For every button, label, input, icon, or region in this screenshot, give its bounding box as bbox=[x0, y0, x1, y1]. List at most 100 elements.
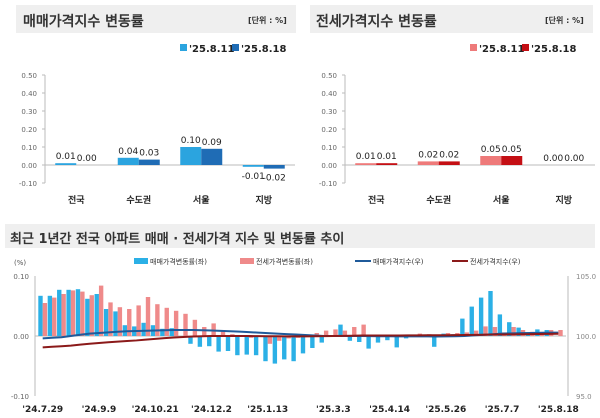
trend-title-bar bbox=[5, 224, 595, 248]
jeonse-change-bar bbox=[42, 303, 48, 336]
legend-label: '25.8.18 bbox=[531, 44, 576, 55]
x-tick-label: '25.1.13 bbox=[247, 405, 288, 415]
sale-change-bar bbox=[160, 328, 165, 336]
y-tick-label: 0.50 bbox=[321, 72, 337, 80]
data-label: -0.02 bbox=[263, 174, 286, 184]
sale-change-bar bbox=[66, 289, 71, 336]
sale-change-bar bbox=[375, 336, 381, 343]
data-label: 0.01 bbox=[377, 152, 397, 162]
bar bbox=[417, 161, 439, 165]
legend-swatch bbox=[522, 44, 529, 51]
jeonse-change-bar bbox=[511, 327, 516, 336]
sale-change-bar bbox=[169, 328, 174, 336]
sale-change-bar bbox=[94, 294, 99, 336]
sale-change-bar bbox=[310, 336, 315, 348]
jeonse-change-bar bbox=[267, 336, 273, 344]
jeonse-change-bar bbox=[98, 285, 104, 336]
x-tick-label: '24.7.29 bbox=[22, 405, 63, 415]
legend-label: 매매가격변동률(좌) bbox=[150, 257, 207, 266]
category-label: 수도권 bbox=[126, 194, 151, 206]
sale-change-bar bbox=[282, 336, 287, 360]
y-tick-label: 0.40 bbox=[321, 90, 337, 98]
legend-label: '25.8.11 bbox=[479, 44, 524, 55]
data-label: 0.09 bbox=[202, 138, 222, 148]
y-tick-label: -0.10 bbox=[319, 180, 337, 188]
jeonse-change-bar bbox=[155, 304, 160, 336]
legend-label: 전세가격변동률(좌) bbox=[256, 257, 313, 266]
category-label: 수도권 bbox=[426, 194, 451, 206]
sale-change-bar bbox=[300, 336, 306, 354]
legend-swatch bbox=[180, 44, 187, 51]
y-tick-label: 0.00 bbox=[21, 162, 37, 170]
data-label: 0.02 bbox=[418, 150, 438, 160]
x-tick-label: '25.3.3 bbox=[316, 405, 351, 415]
bar bbox=[55, 163, 77, 165]
data-label: 0.05 bbox=[481, 145, 501, 155]
y-tick-label: 0.30 bbox=[321, 108, 337, 116]
data-label: 0.01 bbox=[56, 152, 76, 162]
jeonse-change-bar bbox=[277, 336, 282, 341]
sale-change-bar bbox=[272, 336, 278, 364]
data-label: 0.05 bbox=[502, 145, 522, 155]
jeonse-change-bar bbox=[361, 324, 366, 336]
jeonse-change-bar bbox=[483, 326, 488, 336]
jeonse-change-bar bbox=[192, 319, 198, 336]
sale-change-bar bbox=[385, 336, 390, 341]
jeonse-change-bar bbox=[52, 297, 57, 336]
y-tick-label: 0.00 bbox=[321, 162, 337, 170]
sale-change-bar bbox=[38, 295, 43, 336]
data-label: 0.01 bbox=[356, 152, 376, 162]
category-label: 지방 bbox=[555, 194, 572, 206]
data-label: -0.01 bbox=[242, 172, 265, 182]
sale-change-bar bbox=[338, 324, 343, 336]
y-tick-label: 0.40 bbox=[21, 90, 37, 98]
y-tick-label: 0.10 bbox=[21, 144, 37, 152]
sale-change-bar bbox=[75, 289, 81, 336]
legend-swatch bbox=[470, 44, 477, 51]
sale-change-bar bbox=[460, 318, 465, 336]
sale-change-bar bbox=[516, 327, 521, 336]
jeonse-change-bar bbox=[108, 302, 113, 336]
jeonse-change-bar bbox=[136, 305, 141, 336]
right-tick-label: 105.0 bbox=[576, 273, 596, 281]
category-label: 서울 bbox=[193, 194, 210, 206]
jeonse-change-bar bbox=[117, 307, 123, 336]
sale-change-bar bbox=[103, 309, 109, 336]
bar bbox=[242, 165, 264, 167]
sale-change-bar bbox=[85, 298, 90, 336]
data-label: 0.04 bbox=[118, 147, 138, 157]
data-label: 0.00 bbox=[77, 154, 97, 164]
y-tick-label: 0.20 bbox=[321, 126, 337, 134]
sale-change-bar bbox=[291, 336, 296, 362]
jeonse-change-bar bbox=[70, 290, 76, 336]
sale-change-bar bbox=[507, 322, 512, 336]
jeonse-change-bar bbox=[202, 327, 207, 336]
bar bbox=[117, 157, 139, 165]
y-tick-label: 0.10 bbox=[321, 144, 337, 152]
jeonse-change-bar bbox=[127, 309, 132, 336]
x-tick-label: '25.8.18 bbox=[538, 405, 579, 415]
sale-change-bar bbox=[263, 336, 268, 362]
y-tick-label: 0.30 bbox=[21, 108, 37, 116]
legend-swatch bbox=[134, 258, 148, 264]
jeonse-change-bar bbox=[220, 330, 226, 336]
jeonse-change-bar bbox=[492, 327, 498, 336]
legend-label: '25.8.11 bbox=[189, 44, 234, 55]
right-tick-label: 100.0 bbox=[576, 333, 596, 341]
sale-change-bar bbox=[253, 336, 259, 356]
left-tick-label: 0.10 bbox=[13, 273, 29, 281]
legend-label: 전세가격지수(우) bbox=[470, 257, 521, 266]
data-label: 0.10 bbox=[181, 136, 201, 146]
y-tick-label: 0.50 bbox=[21, 72, 37, 80]
jeonse-change-bar bbox=[323, 330, 329, 336]
x-tick-label: '24.12.2 bbox=[191, 405, 232, 415]
sale-change-bar bbox=[216, 336, 221, 352]
sale-change-bar bbox=[244, 336, 249, 355]
sale-change-bar bbox=[113, 311, 118, 336]
data-label: 0.00 bbox=[564, 154, 584, 164]
jeonse-chart-title: 전세가격지수 변동률 bbox=[316, 14, 437, 30]
jeonse-change-bar bbox=[558, 330, 563, 336]
jeonse-change-bar bbox=[342, 330, 348, 336]
jeonse-change-bar bbox=[352, 327, 357, 336]
jeonse-change-bar bbox=[164, 307, 169, 336]
